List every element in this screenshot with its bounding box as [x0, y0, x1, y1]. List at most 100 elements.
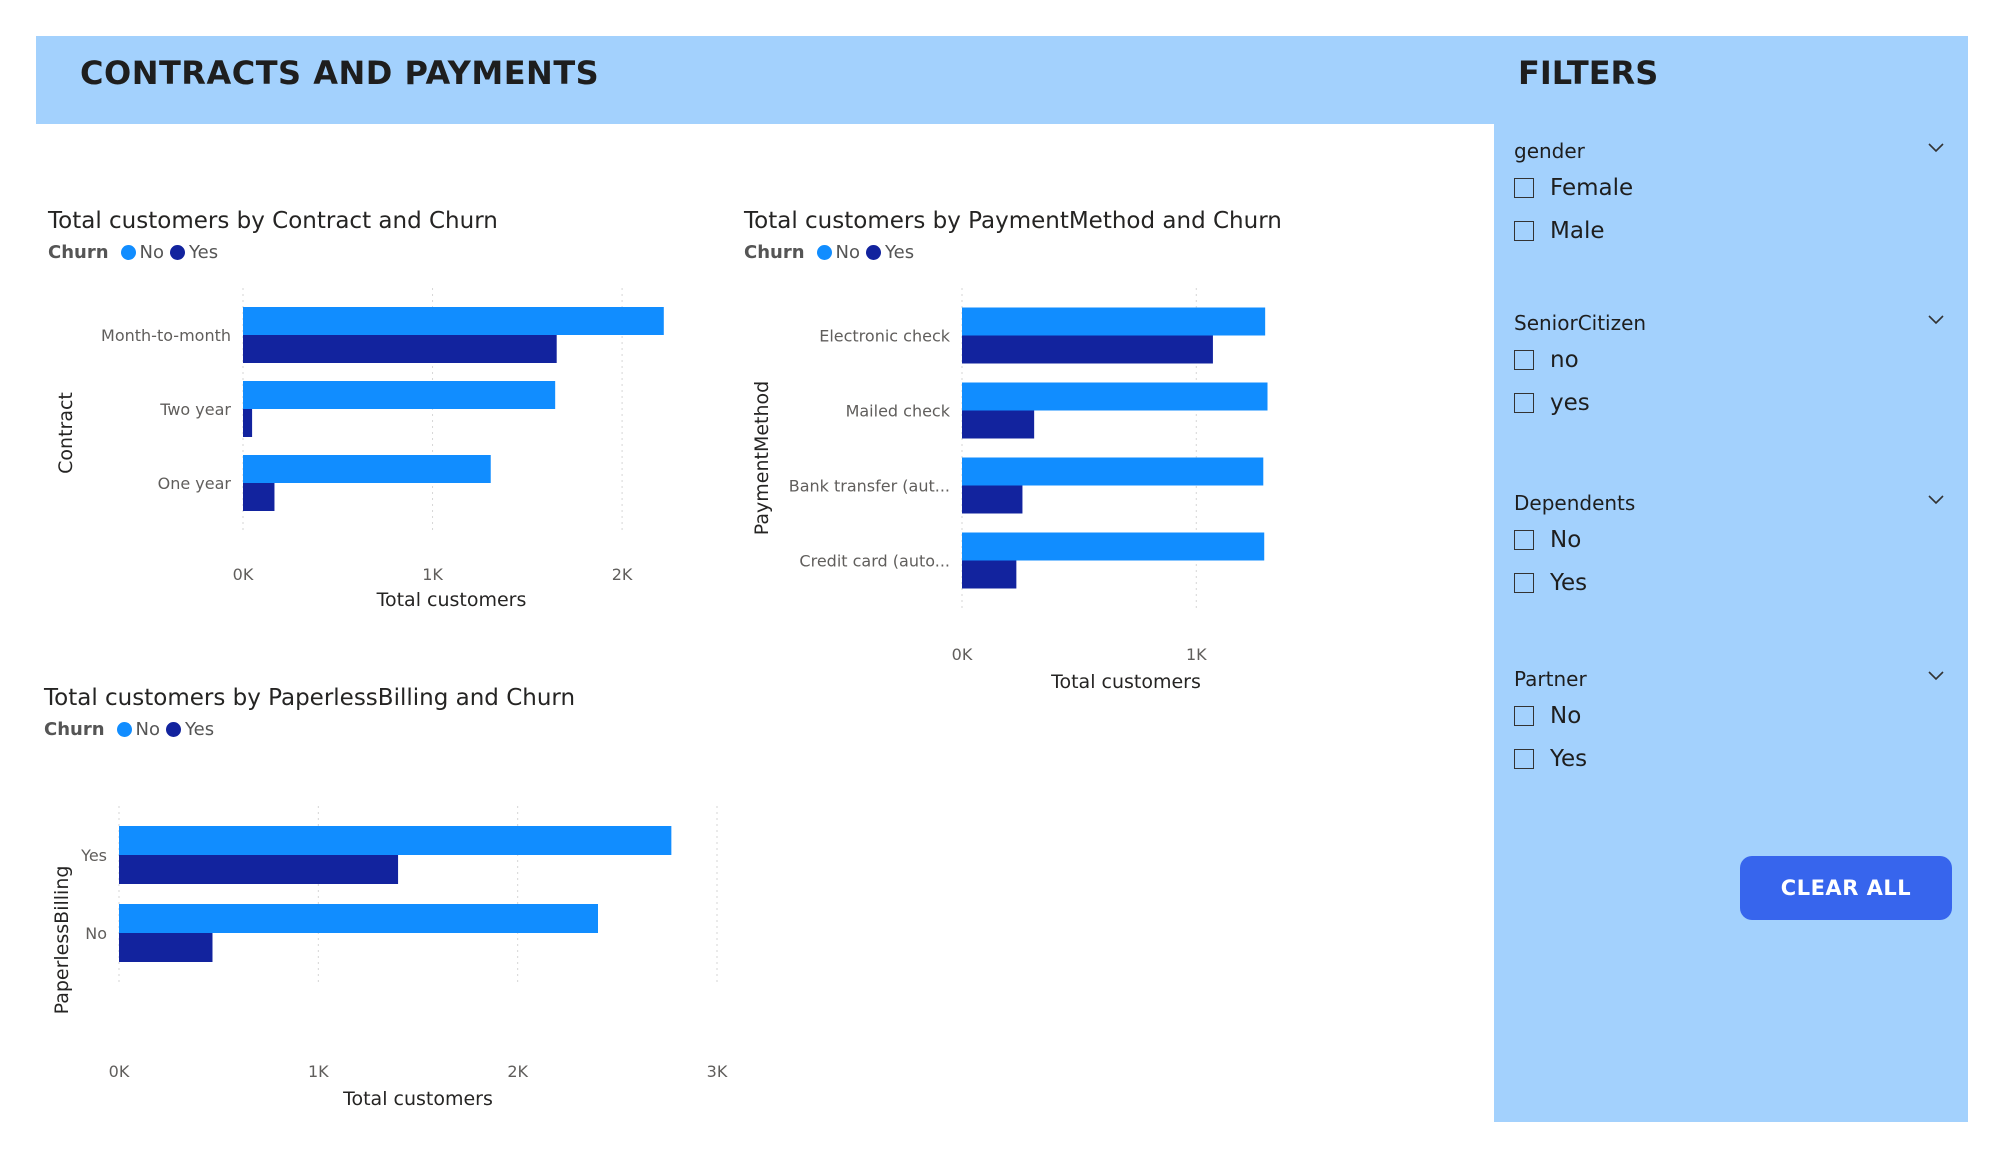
- legend-title: Churn: [44, 719, 105, 740]
- slicer-option[interactable]: No: [1514, 694, 1944, 737]
- x-tick-label: 2K: [507, 1062, 528, 1081]
- bar-no: [962, 532, 1265, 561]
- chart-legend: Churn No Yes: [48, 242, 224, 263]
- slicer-title: SeniorCitizen: [1514, 311, 1647, 335]
- bar-yes: [243, 409, 253, 437]
- chevron-down-icon[interactable]: [1928, 314, 1944, 326]
- slicer-option[interactable]: yes: [1514, 381, 1944, 424]
- y-axis-label: Contract: [55, 392, 77, 474]
- x-axis-label: Total customers: [376, 589, 527, 611]
- legend-title: Churn: [48, 242, 109, 263]
- category-label: One year: [158, 474, 232, 493]
- chart-legend: Churn No Yes: [44, 719, 220, 740]
- x-tick-label: 0K: [952, 645, 973, 664]
- slicer-option[interactable]: Female: [1514, 166, 1944, 209]
- filters-title: FILTERS: [1518, 54, 1659, 92]
- option-label: Female: [1550, 174, 1634, 201]
- checkbox[interactable]: [1514, 177, 1534, 198]
- legend-item-no[interactable]: No: [816, 242, 861, 263]
- bar-yes: [119, 933, 213, 962]
- chart-title: Total customers by Contract and Churn: [48, 208, 498, 234]
- chevron-down-icon[interactable]: [1928, 494, 1944, 506]
- legend-dot-yes: [170, 245, 186, 260]
- checkbox[interactable]: [1514, 705, 1534, 726]
- bar-no: [119, 904, 598, 933]
- category-label: Mailed check: [846, 402, 951, 421]
- legend-item-no[interactable]: No: [120, 242, 165, 263]
- bar-no: [962, 457, 1264, 486]
- option-label: No: [1550, 526, 1582, 553]
- category-label: Yes: [80, 846, 107, 865]
- option-label: Yes: [1550, 569, 1588, 596]
- legend-dot-no: [116, 722, 132, 737]
- slicer-title: gender: [1514, 139, 1585, 163]
- bar-yes: [962, 485, 1023, 514]
- bar-no: [243, 381, 556, 409]
- x-tick-label: 2K: [612, 565, 633, 584]
- category-label: Bank transfer (aut...: [789, 477, 950, 496]
- chart-legend: Churn No Yes: [744, 242, 920, 263]
- category-label: Two year: [159, 400, 231, 419]
- chart-title: Total customers by PaymentMethod and Chu…: [744, 208, 1282, 234]
- slicer-option[interactable]: no: [1514, 338, 1944, 381]
- checkbox[interactable]: [1514, 392, 1534, 413]
- bar-no: [243, 307, 664, 335]
- checkbox[interactable]: [1514, 572, 1534, 593]
- slicer-senior-citizen: SeniorCitizen no yes: [1514, 308, 1944, 424]
- chart-plot: 0K 1K Total customers PaymentMethod Electron…: [751, 288, 1268, 693]
- filters-panel: FILTERS gender Female Male SeniorCitizen…: [1494, 36, 1968, 1122]
- x-tick-label: 1K: [422, 565, 443, 584]
- bar-yes: [119, 855, 399, 884]
- slicer-option[interactable]: Male: [1514, 209, 1944, 252]
- x-tick-label: 1K: [1186, 645, 1207, 664]
- option-label: Yes: [1550, 745, 1588, 772]
- checkbox[interactable]: [1514, 529, 1534, 550]
- legend-label: Yes: [885, 242, 915, 263]
- bar-yes: [243, 483, 275, 511]
- slicer-option[interactable]: Yes: [1514, 737, 1944, 780]
- legend-dot-no: [816, 245, 832, 260]
- legend-dot-no: [120, 245, 136, 260]
- chart-payment-method-churn: Total customers by PaymentMethod and Chu…: [744, 208, 1384, 708]
- option-label: yes: [1550, 389, 1590, 416]
- legend-label: No: [835, 242, 861, 263]
- legend-dot-yes: [866, 245, 882, 260]
- slicer-title: Dependents: [1514, 491, 1636, 515]
- legend-item-yes[interactable]: Yes: [166, 719, 214, 740]
- legend-title: Churn: [744, 242, 805, 263]
- x-tick-label: 3K: [707, 1062, 728, 1081]
- x-tick-label: 1K: [308, 1062, 329, 1081]
- chart-title: Total customers by PaperlessBilling and …: [44, 685, 576, 711]
- x-axis-label: Total customers: [342, 1088, 493, 1110]
- bar-no: [962, 307, 1266, 336]
- y-axis-label: PaymentMethod: [751, 381, 773, 535]
- legend-item-yes[interactable]: Yes: [866, 242, 914, 263]
- category-label: Month-to-month: [101, 326, 231, 345]
- chart-plot: 0K 1K 2K Total customers Contract Month-to-mo…: [55, 288, 664, 611]
- slicer-option[interactable]: Yes: [1514, 561, 1944, 604]
- bar-no: [119, 826, 672, 855]
- option-label: no: [1550, 346, 1579, 373]
- chevron-down-icon[interactable]: [1928, 670, 1944, 682]
- option-label: No: [1550, 702, 1582, 729]
- legend-item-yes[interactable]: Yes: [170, 242, 218, 263]
- legend-label: No: [139, 242, 165, 263]
- x-axis-label: Total customers: [1050, 671, 1201, 693]
- chevron-down-icon[interactable]: [1928, 142, 1944, 154]
- checkbox[interactable]: [1514, 748, 1534, 769]
- legend-label: Yes: [189, 242, 219, 263]
- bar-yes: [962, 560, 1017, 589]
- clear-all-button[interactable]: CLEAR ALL: [1740, 856, 1952, 920]
- checkbox[interactable]: [1514, 349, 1534, 370]
- bar-no: [962, 382, 1268, 411]
- checkbox[interactable]: [1514, 220, 1534, 241]
- option-label: Male: [1550, 217, 1605, 244]
- slicer-title: Partner: [1514, 667, 1587, 691]
- chart-plot: 0K 1K 2K 3K Total customers PaperlessBilling Y…: [51, 806, 728, 1110]
- x-tick-label: 0K: [233, 565, 254, 584]
- slicer-option[interactable]: No: [1514, 518, 1944, 561]
- category-label: No: [85, 924, 107, 943]
- bar-no: [243, 455, 491, 483]
- legend-item-no[interactable]: No: [116, 719, 160, 740]
- bar-yes: [962, 410, 1035, 439]
